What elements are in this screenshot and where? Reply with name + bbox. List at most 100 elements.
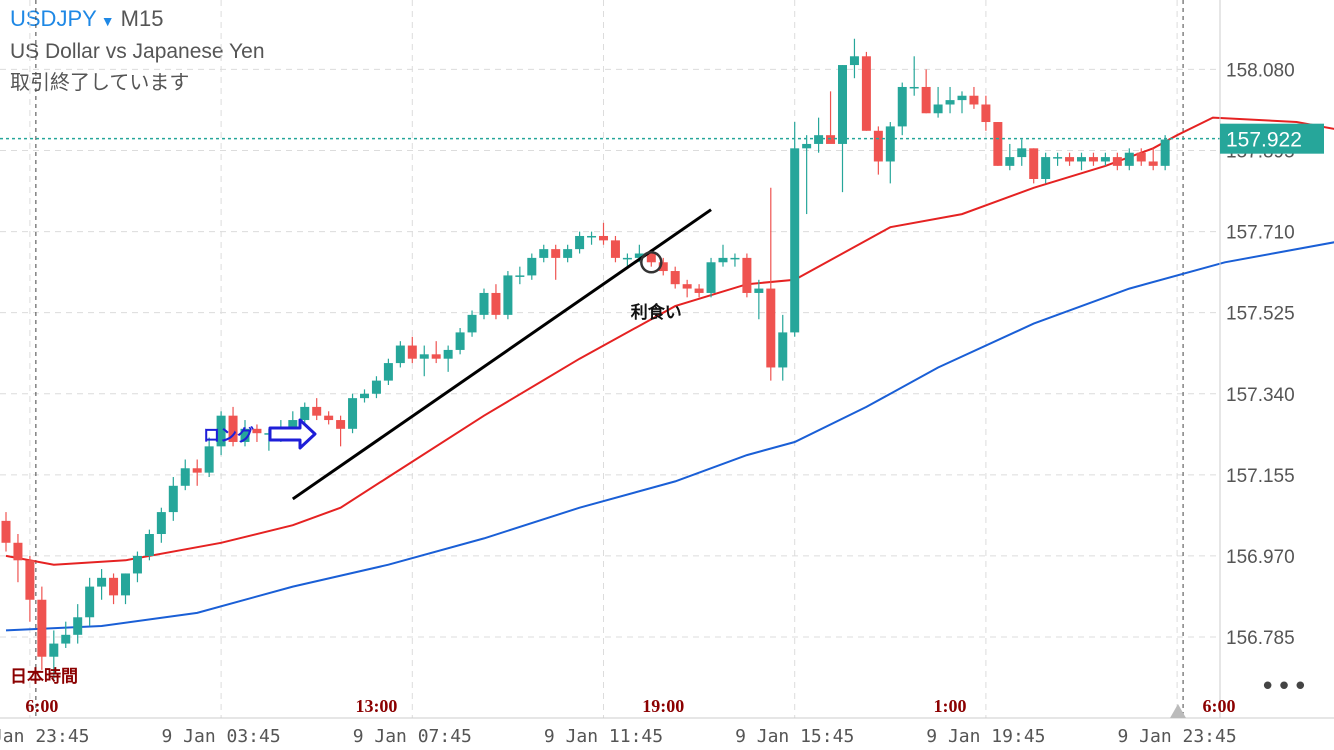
candle [168,477,178,521]
candle-body [587,235,597,238]
timeframe-label[interactable]: M15 [120,6,164,31]
candle [455,328,465,355]
candle [37,586,47,670]
candle-body [897,86,907,127]
profit-label: 利食い [631,302,682,323]
symbol-row[interactable]: USDJPY ▼ M15 [10,6,163,32]
candle-body [658,262,668,272]
candle [336,415,346,447]
candle-body [1148,161,1158,166]
price-tick-label: 158.080 [1226,60,1295,81]
candle-body [491,292,501,315]
candle-body [622,257,632,260]
candle [873,126,883,175]
more-dots-icon[interactable]: ••• [1260,672,1310,702]
candle [527,253,537,280]
candle [156,507,166,543]
time-tick-label: 9 Jan 23:45 [1117,726,1236,747]
candle [826,91,836,144]
candle-body [945,100,955,105]
candle [144,529,154,561]
candle-body [61,634,71,644]
candle [503,271,513,320]
time-tick-label: 9 Jan 15:45 [735,726,854,747]
candle [1088,152,1098,166]
candle-body [861,56,871,131]
symbol-description: US Dollar vs Japanese Yen [10,40,265,63]
candle-body [682,284,692,289]
candle-body [909,86,919,89]
candle [371,376,381,399]
candle [909,56,919,96]
candle-body [300,406,310,421]
candle [61,621,71,648]
candle [25,555,35,622]
candle-body [467,314,477,333]
triangle-up-icon[interactable] [1170,704,1186,718]
candle-body [49,643,59,657]
time-tick-label: 8 Jan 23:45 [0,726,90,747]
candle-body [288,420,298,429]
candle-body [25,560,35,600]
candlesticks [1,38,1170,679]
candle-body [646,253,656,263]
time-tick-label: 9 Jan 11:45 [544,726,663,747]
moving-averages [5,116,1334,632]
candle-body [1088,157,1098,162]
symbol-name[interactable]: USDJPY [10,6,97,31]
candle [885,122,895,184]
candle [1,512,11,552]
candle-body [109,577,119,596]
candle-body [336,420,346,429]
candle-body [826,135,836,144]
price-tick-label: 157.155 [1226,466,1295,487]
candle-body [838,65,847,144]
candle [216,411,226,456]
time-tick-label: 9 Jan 07:45 [353,726,472,747]
candle-body [670,271,680,285]
candle [300,402,310,425]
candle-body [742,257,752,293]
candle [551,244,561,280]
candle-body [610,240,620,258]
candle-body [192,468,202,473]
candle [240,420,250,447]
candle-body [1,520,11,543]
candle [778,314,788,381]
candle [1100,152,1110,166]
candle-body [324,415,334,421]
candle-body [527,257,537,276]
candle [1053,152,1063,166]
time-tick-label: 9 Jan 03:45 [161,726,280,747]
candle-body [885,126,895,162]
candle [1160,135,1170,171]
candle-body [802,143,812,149]
candle [838,65,847,193]
candle [933,86,943,118]
candle-body [431,354,441,359]
jst-label: 日本時間 [10,666,78,687]
candle-body [13,542,23,561]
candle [957,91,967,114]
candle-body [383,363,393,381]
candle [993,122,1003,166]
time-tick-label: 9 Jan 19:45 [926,726,1045,747]
candle-body [1100,157,1110,162]
candle-body [240,428,250,442]
candle [312,398,322,421]
candle [1077,152,1086,171]
price-tick-label: 156.970 [1226,547,1295,568]
candle [515,266,525,285]
candle [849,38,859,79]
price-tick-label: 157.710 [1226,223,1295,244]
candle-body [360,393,369,399]
candle-body [551,249,561,258]
current-price-box [1220,123,1324,154]
candle-body [371,380,381,394]
candle [407,336,417,364]
chevron-down-icon[interactable]: ▼ [100,13,115,29]
candle [1065,152,1075,166]
candle-body [599,235,608,241]
